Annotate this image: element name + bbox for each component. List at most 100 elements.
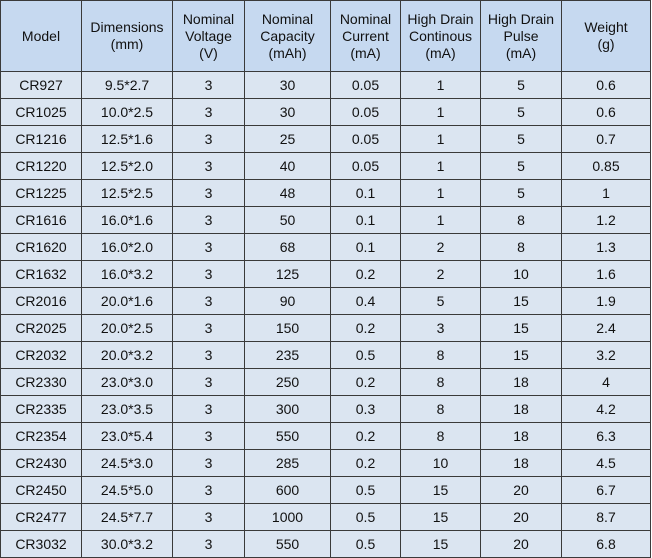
table-cell: 15 (400, 503, 481, 531)
table-cell: 5 (480, 71, 562, 99)
table-row: CR1632 16.0*3.2 3 125 0.2 2 10 1.6 (0, 260, 651, 288)
table-cell: 5 (480, 179, 562, 207)
table-cell: 8 (480, 233, 562, 261)
table-cell: 10 (400, 449, 481, 477)
table-cell: 150 (244, 314, 331, 342)
table-cell: 0.6 (561, 98, 651, 126)
table-cell: 3 (172, 395, 245, 423)
table-cell: CR2032 (0, 341, 82, 369)
table-cell: 15 (480, 314, 562, 342)
table-cell: 0.05 (330, 98, 401, 126)
table-cell: 10.0*2.5 (81, 98, 173, 126)
table-cell: CR2025 (0, 314, 82, 342)
table-cell: 0.5 (330, 476, 401, 504)
table-cell: 8 (400, 368, 481, 396)
table-cell: 23.0*5.4 (81, 422, 173, 450)
table-cell: 12.5*2.0 (81, 152, 173, 180)
table-cell: CR2430 (0, 449, 82, 477)
header-text: (mA) (425, 44, 456, 61)
table-cell: 0.1 (330, 179, 401, 207)
table-row: CR2477 24.5*7.7 3 1000 0.5 15 20 8.7 (0, 503, 651, 531)
table-cell: 1 (561, 179, 651, 207)
table-cell: 1 (400, 98, 481, 126)
table-cell: 8 (400, 341, 481, 369)
table-cell: 20 (480, 530, 562, 558)
table-row: CR2025 20.0*2.5 3 150 0.2 3 15 2.4 (0, 314, 651, 342)
table-cell: 0.05 (330, 125, 401, 153)
table-row: CR1616 16.0*1.6 3 50 0.1 1 8 1.2 (0, 206, 651, 234)
table-cell: 20.0*3.2 (81, 341, 173, 369)
table-cell: 0.5 (330, 503, 401, 531)
table-cell: 5 (400, 287, 481, 315)
table-cell: 0.05 (330, 71, 401, 99)
table-cell: 30 (244, 71, 331, 99)
table-cell: 3 (172, 341, 245, 369)
table-cell: 20.0*1.6 (81, 287, 173, 315)
table-cell: 5 (480, 152, 562, 180)
table-cell: 3 (172, 260, 245, 288)
header-text: Voltage (185, 27, 232, 44)
header-cell: Nominal Current (mA) (330, 0, 401, 72)
table-cell: 4 (561, 368, 651, 396)
table-cell: 3.2 (561, 341, 651, 369)
table-cell: CR2335 (0, 395, 82, 423)
table-cell: 15 (480, 341, 562, 369)
header-text: Nominal (182, 10, 235, 27)
table-cell: 4.5 (561, 449, 651, 477)
header-text: High Drain (487, 10, 555, 27)
table-cell: 30 (244, 98, 331, 126)
table-cell: 9.5*2.7 (81, 71, 173, 99)
header-text: Model (21, 27, 61, 44)
table-cell: 3 (172, 476, 245, 504)
table-cell: CR2354 (0, 422, 82, 450)
table-cell: 24.5*7.7 (81, 503, 173, 531)
table-cell: 0.2 (330, 260, 401, 288)
table-cell: CR1220 (0, 152, 82, 180)
table-cell: 0.4 (330, 287, 401, 315)
table-cell: 1000 (244, 503, 331, 531)
table-row: CR2354 23.0*5.4 3 550 0.2 8 18 6.3 (0, 422, 651, 450)
header-text: Current (342, 27, 389, 44)
table-row: CR2032 20.0*3.2 3 235 0.5 8 15 3.2 (0, 341, 651, 369)
table-cell: 0.5 (330, 530, 401, 558)
table-cell: 235 (244, 341, 331, 369)
table-row: CR3032 30.0*3.2 3 550 0.5 15 20 6.8 (0, 530, 651, 558)
table-cell: CR3032 (0, 530, 82, 558)
table-cell: 0.2 (330, 449, 401, 477)
table-cell: 3 (172, 152, 245, 180)
table-cell: 2 (400, 233, 481, 261)
table-cell: 15 (480, 287, 562, 315)
table-cell: CR1620 (0, 233, 82, 261)
table-row: CR1620 16.0*2.0 3 68 0.1 2 8 1.3 (0, 233, 651, 261)
table-row: CR927 9.5*2.7 3 30 0.05 1 5 0.6 (0, 71, 651, 99)
table-cell: CR1225 (0, 179, 82, 207)
header-cell: Nominal Capacity (mAh) (244, 0, 331, 72)
table-cell: 1.3 (561, 233, 651, 261)
table-cell: 3 (172, 125, 245, 153)
header-text: High Drain (407, 10, 474, 27)
table-cell: 40 (244, 152, 331, 180)
table-cell: 23.0*3.0 (81, 368, 173, 396)
table-cell: 18 (480, 449, 562, 477)
table-cell: 0.3 (330, 395, 401, 423)
table-cell: CR2330 (0, 368, 82, 396)
table-cell: 12.5*2.5 (81, 179, 173, 207)
table-cell: 68 (244, 233, 331, 261)
table-cell: CR2450 (0, 476, 82, 504)
table-cell: 3 (172, 503, 245, 531)
header-text: (mAh) (268, 44, 307, 61)
table-cell: 25 (244, 125, 331, 153)
table-cell: 3 (172, 98, 245, 126)
table-cell: 18 (480, 422, 562, 450)
header-cell: Nominal Voltage (V) (172, 0, 245, 72)
table-cell: 0.7 (561, 125, 651, 153)
table-cell: CR1632 (0, 260, 82, 288)
table-cell: 3 (172, 206, 245, 234)
table-cell: 285 (244, 449, 331, 477)
table-cell: 0.85 (561, 152, 651, 180)
table-cell: 18 (480, 395, 562, 423)
table-cell: 3 (400, 314, 481, 342)
table-cell: 125 (244, 260, 331, 288)
